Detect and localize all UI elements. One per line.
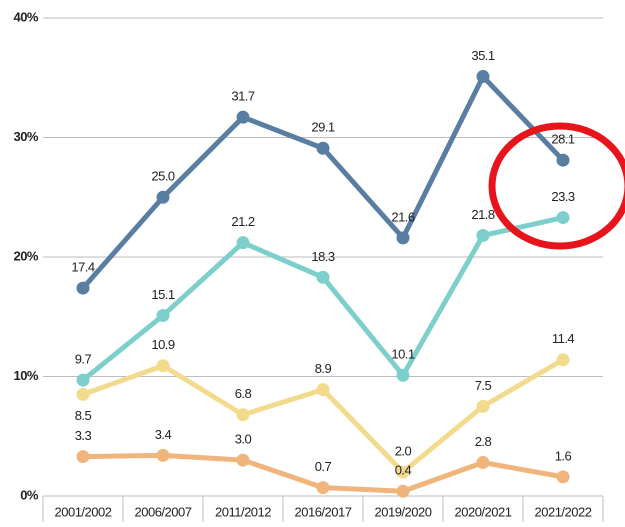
data-label: 17.4 <box>71 260 95 275</box>
data-point <box>236 408 250 422</box>
data-point <box>396 465 410 479</box>
y-tick-label: 30% <box>13 129 38 144</box>
data-point <box>156 309 170 323</box>
data-point <box>236 110 250 124</box>
highlight-circle <box>488 122 625 250</box>
data-label: 25.0 <box>151 169 175 184</box>
data-label: 2.0 <box>395 444 412 459</box>
data-label: 10.9 <box>151 337 175 352</box>
data-point <box>156 190 170 204</box>
data-point <box>76 387 90 401</box>
x-tick-label: 2016/2017 <box>295 504 352 519</box>
y-tick-label: 40% <box>13 9 38 24</box>
data-point <box>76 373 90 387</box>
data-point <box>556 353 570 367</box>
data-label: 1.6 <box>555 448 572 463</box>
lines <box>76 70 570 498</box>
data-point <box>476 399 490 413</box>
data-label: 3.3 <box>75 428 92 443</box>
data-label: 29.1 <box>311 120 335 135</box>
data-label: 9.7 <box>75 352 92 367</box>
data-point <box>476 70 490 84</box>
labels: 17.4 25.0 31.7 29.1 21.6 35.1 28.1 9.7 15.1 21.2 1… <box>71 48 575 478</box>
y-tick-label: 0% <box>20 487 39 502</box>
data-point <box>76 281 90 295</box>
data-label: 23.3 <box>551 189 575 204</box>
data-label: 21.8 <box>471 207 495 222</box>
data-point <box>156 448 170 462</box>
data-point <box>316 141 330 155</box>
x-tick-label: 2020/2021 <box>455 504 512 519</box>
data-label: 7.5 <box>475 378 492 393</box>
data-label: 3.4 <box>155 427 172 442</box>
data-point <box>236 453 250 467</box>
data-label: 18.3 <box>311 249 335 264</box>
data-label: 21.6 <box>391 209 415 224</box>
data-label: 2.8 <box>475 434 492 449</box>
x-tick-label: 2006/2007 <box>135 504 192 519</box>
data-label: 28.1 <box>551 132 575 147</box>
data-point <box>556 470 570 484</box>
data-label: 35.1 <box>471 48 495 63</box>
data-point <box>236 236 250 250</box>
data-label: 15.1 <box>151 287 175 302</box>
data-point <box>316 481 330 495</box>
x-tick-label: 2021/2022 <box>535 504 592 519</box>
data-label: 10.1 <box>391 347 415 362</box>
data-label: 0.7 <box>315 459 332 474</box>
data-point <box>476 228 490 242</box>
grid: 0% 10% 20% 30% 40% 2001/2002 2006/2007 2011/201… <box>13 9 604 522</box>
x-tick-label: 2001/2002 <box>55 504 112 519</box>
data-point <box>76 450 90 464</box>
data-label: 0.4 <box>395 463 412 478</box>
data-point <box>316 383 330 397</box>
data-point <box>556 211 570 225</box>
data-label: 3.0 <box>235 432 252 447</box>
data-label: 8.9 <box>315 361 332 376</box>
data-point <box>476 456 490 470</box>
data-point <box>396 368 410 382</box>
data-label: 6.8 <box>235 386 252 401</box>
y-tick-label: 10% <box>13 368 38 383</box>
data-point <box>156 359 170 373</box>
data-point <box>396 484 410 498</box>
data-point <box>556 153 570 167</box>
data-point <box>396 231 410 245</box>
x-tick-label: 2011/2012 <box>215 504 271 519</box>
data-label: 8.5 <box>75 408 92 423</box>
data-label: 11.4 <box>552 331 575 346</box>
data-label: 31.7 <box>231 89 255 104</box>
y-tick-label: 20% <box>13 248 38 263</box>
data-point <box>316 270 330 284</box>
x-tick-label: 2019/2020 <box>375 504 432 519</box>
data-label: 21.2 <box>231 214 255 229</box>
